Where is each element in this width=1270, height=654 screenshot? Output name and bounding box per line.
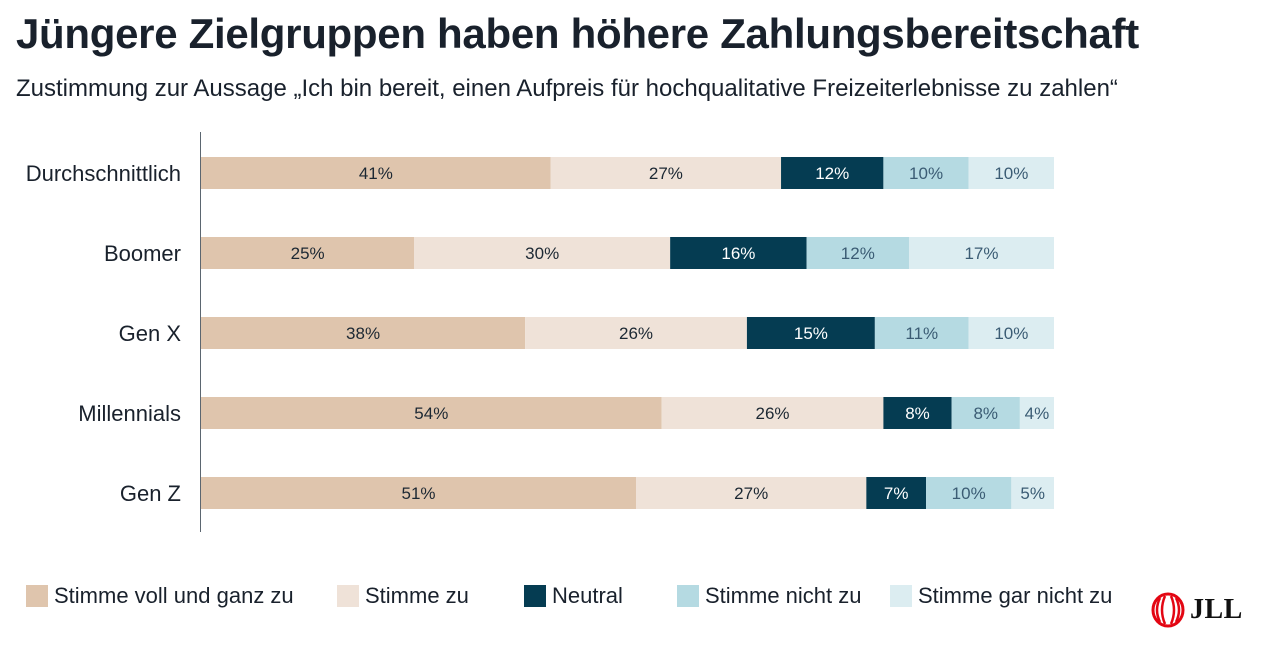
bar-segment <box>746 317 875 349</box>
bar-segment <box>883 157 969 189</box>
data-label: 4% <box>1025 404 1050 423</box>
data-label: 12% <box>815 164 849 183</box>
data-label: 26% <box>619 324 653 343</box>
legend-label: Neutral <box>552 583 623 608</box>
data-label: 25% <box>291 244 325 263</box>
chart-legend: Stimme voll und ganz zu Stimme zu Neutral S… <box>0 582 1150 612</box>
data-label: 12% <box>841 244 875 263</box>
data-label: 16% <box>721 244 755 263</box>
bar-segment <box>550 157 782 189</box>
bar-segment <box>201 317 526 349</box>
logo-text: JLL <box>1190 594 1243 625</box>
legend-item: Stimme gar nicht zu <box>890 582 1112 610</box>
legend-item: Stimme nicht zu <box>677 582 862 610</box>
category-label: Gen Z <box>120 481 181 506</box>
legend-label: Stimme gar nicht zu <box>918 583 1113 608</box>
legend-swatch <box>337 585 359 607</box>
stacked-bar-chart: Durchschnittlich 41% 27% 12% 10% 10% Boomer 25%… <box>26 132 1054 532</box>
bar-segment <box>908 237 1054 269</box>
data-label: 41% <box>359 164 393 183</box>
data-label: 8% <box>905 404 930 423</box>
jll-logo-icon <box>1151 592 1185 628</box>
legend-swatch <box>524 585 546 607</box>
data-label: 10% <box>994 324 1028 343</box>
legend-label: Stimme voll und ganz zu <box>54 583 294 608</box>
bar-segment <box>866 477 927 509</box>
bar-segment <box>926 477 1012 509</box>
bar-segment <box>951 397 1020 429</box>
legend-swatch <box>677 585 699 607</box>
bar-segment <box>968 317 1054 349</box>
bar-segment <box>414 237 671 269</box>
bar-segment <box>636 477 867 509</box>
bar-segment <box>781 157 884 189</box>
bar-segment <box>1011 477 1054 509</box>
bar-segment <box>661 397 884 429</box>
data-label: 5% <box>1020 484 1045 503</box>
chart-subtitle: Zustimmung zur Aussage „Ich bin bereit, … <box>16 75 1118 102</box>
category-label: Boomer <box>104 241 181 266</box>
legend-item: Stimme zu <box>337 582 469 610</box>
bar-segment <box>806 237 909 269</box>
data-label: 17% <box>964 244 998 263</box>
data-label: 38% <box>346 324 380 343</box>
data-label: 11% <box>905 324 938 343</box>
bar-segment <box>1019 397 1054 429</box>
jll-logo: JLL <box>1150 592 1243 628</box>
bar-segment <box>201 397 662 429</box>
legend-item: Stimme voll und ganz zu <box>26 582 294 610</box>
bar-segment <box>874 317 969 349</box>
bar-segment <box>525 317 747 349</box>
legend-item: Neutral <box>524 582 623 610</box>
bar-segment <box>201 237 415 269</box>
data-label: 7% <box>884 484 909 503</box>
bar-segment <box>883 397 952 429</box>
data-label: 8% <box>973 404 998 423</box>
category-label: Durchschnittlich <box>26 161 181 186</box>
category-label: Gen X <box>119 321 182 346</box>
legend-label: Stimme zu <box>365 583 469 608</box>
data-label: 27% <box>649 164 683 183</box>
category-label: Millennials <box>78 401 181 426</box>
data-label: 54% <box>414 404 448 423</box>
legend-label: Stimme nicht zu <box>705 583 862 608</box>
data-label: 30% <box>525 244 559 263</box>
data-label: 15% <box>794 324 828 343</box>
bar-segment <box>201 477 637 509</box>
bar-segment <box>201 157 551 189</box>
legend-swatch <box>26 585 48 607</box>
data-label: 10% <box>994 164 1028 183</box>
data-label: 10% <box>909 164 943 183</box>
bar-segment <box>670 237 807 269</box>
bar-segment <box>968 157 1054 189</box>
data-label: 10% <box>952 484 986 503</box>
legend-swatch <box>890 585 912 607</box>
data-label: 26% <box>755 404 789 423</box>
data-label: 51% <box>401 484 435 503</box>
chart-title: Jüngere Zielgruppen haben höhere Zahlung… <box>16 10 1139 57</box>
data-label: 27% <box>734 484 768 503</box>
